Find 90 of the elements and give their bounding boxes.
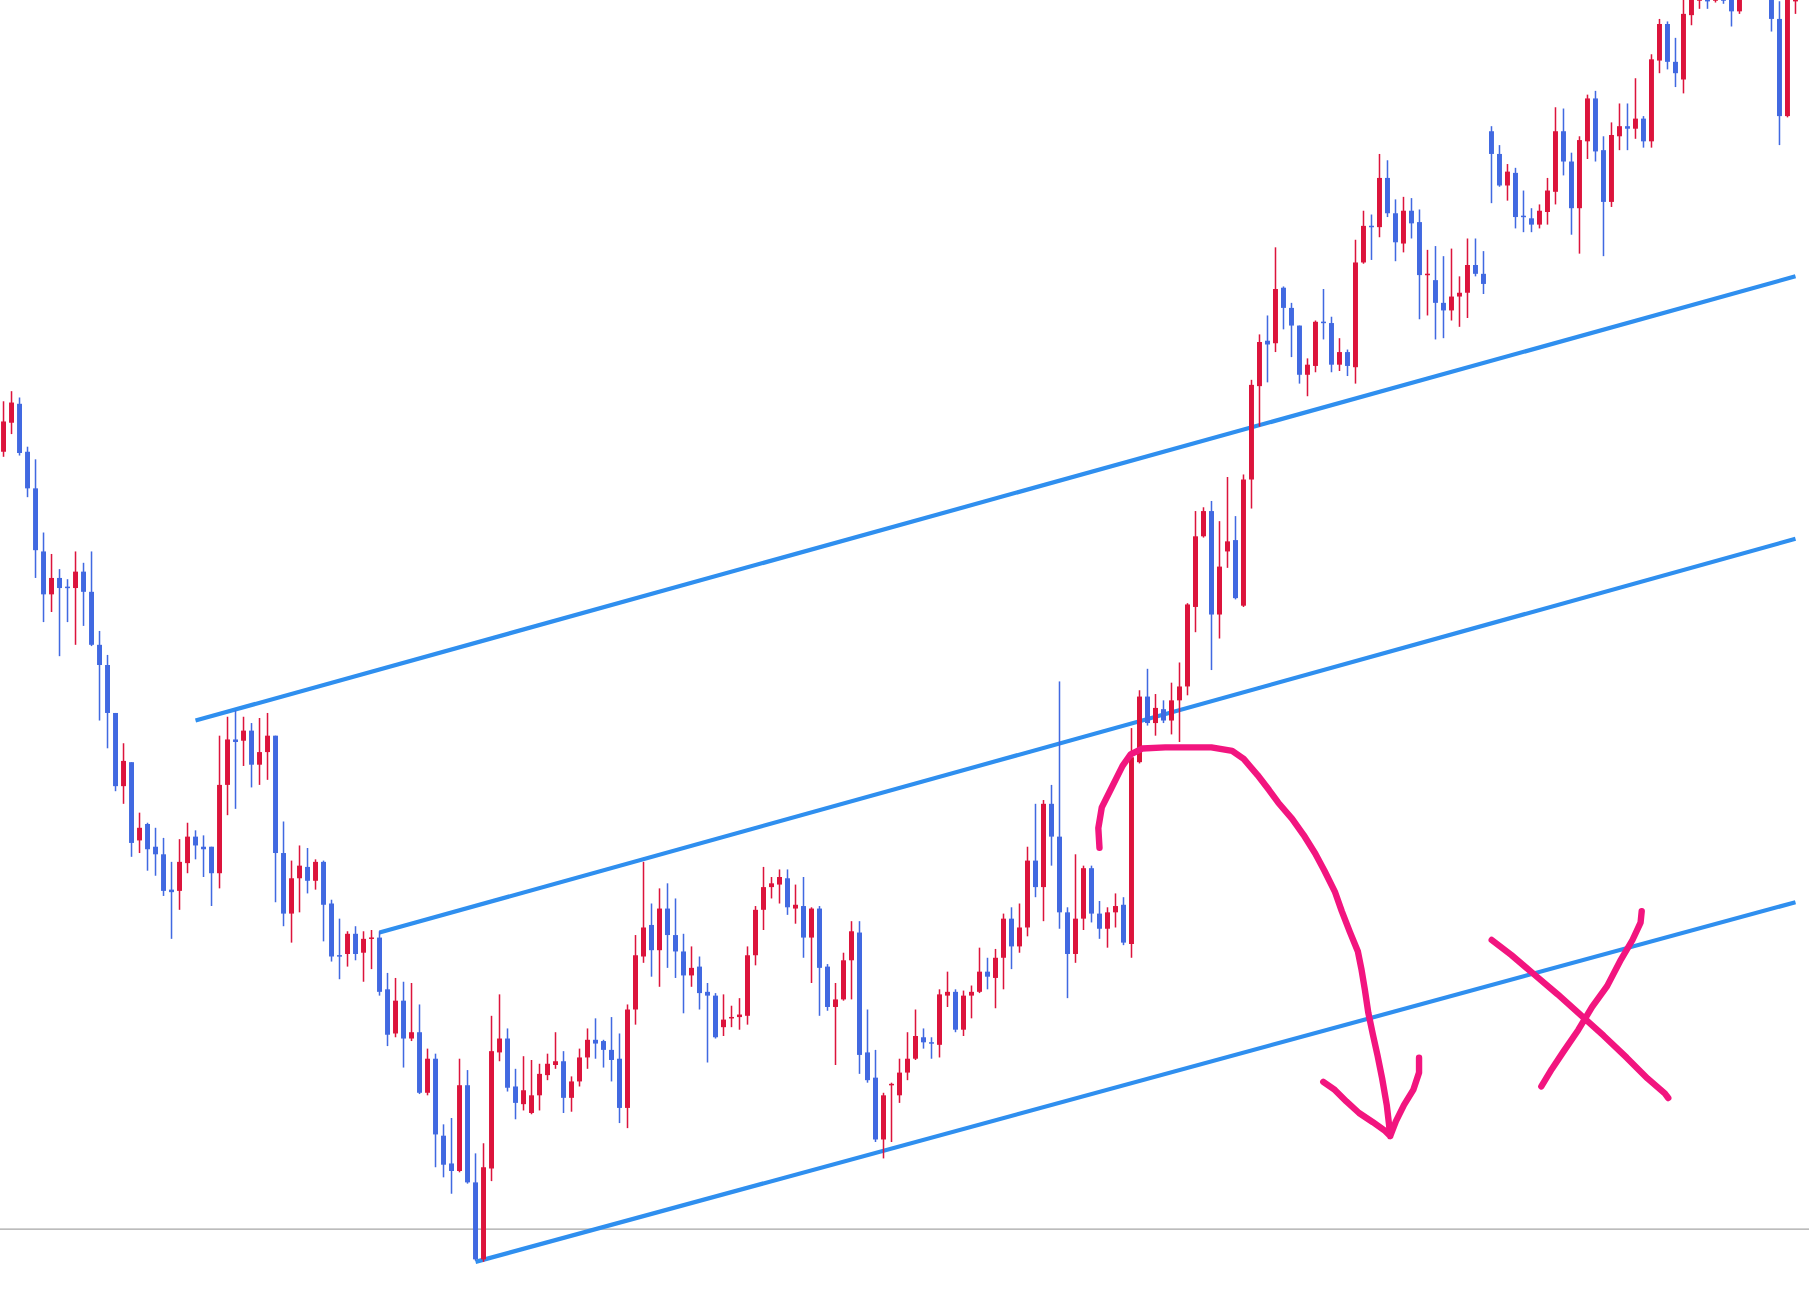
candlestick xyxy=(673,897,678,979)
candlestick xyxy=(921,1027,926,1050)
candlestick xyxy=(929,1036,934,1060)
candlestick xyxy=(369,929,374,970)
candlestick xyxy=(1673,37,1678,88)
candlestick xyxy=(521,1055,526,1112)
candlestick xyxy=(945,970,950,1008)
candlestick xyxy=(57,568,62,657)
candlestick xyxy=(1481,250,1486,295)
candlestick xyxy=(241,715,246,767)
candlestick xyxy=(97,630,102,722)
candlestick xyxy=(1169,681,1174,736)
candlestick xyxy=(257,717,262,786)
candlestick xyxy=(337,917,342,980)
candlestick xyxy=(1545,177,1550,226)
candlestick xyxy=(681,933,686,1015)
candlestick xyxy=(977,946,982,994)
candlestick xyxy=(993,948,998,1010)
candlestick xyxy=(705,982,710,1064)
candlestick xyxy=(769,876,774,900)
candlestick xyxy=(1537,203,1542,230)
candlestick xyxy=(449,1117,454,1195)
candlestick xyxy=(1489,125,1494,204)
candlestick xyxy=(1449,247,1454,322)
candlestick xyxy=(833,982,838,1066)
candlestick xyxy=(537,1063,542,1112)
candlestick xyxy=(233,709,238,810)
candlestick xyxy=(1105,906,1110,949)
candlestick xyxy=(1153,693,1158,737)
candlestick xyxy=(1337,337,1342,372)
candlestick xyxy=(1017,902,1022,954)
candlestick xyxy=(985,957,990,991)
candlestick xyxy=(193,829,198,861)
candlestick xyxy=(1177,661,1182,743)
candlestick xyxy=(305,847,310,895)
candlestick xyxy=(1161,699,1166,724)
candlestick xyxy=(897,1057,902,1104)
candlestick xyxy=(577,1047,582,1088)
candlestick xyxy=(569,1075,574,1113)
candlestick xyxy=(1345,348,1350,377)
candlestick xyxy=(345,930,350,968)
candlestick xyxy=(1097,900,1102,940)
candlestick xyxy=(1625,102,1630,151)
candlestick xyxy=(1305,357,1310,397)
candlestick xyxy=(497,993,502,1063)
candlestick xyxy=(1729,0,1734,28)
candlestick xyxy=(761,866,766,931)
candlestick xyxy=(545,1052,550,1081)
candlestick xyxy=(913,1008,918,1061)
candlestick xyxy=(1433,245,1438,341)
candlestick xyxy=(1409,197,1414,240)
candlestick xyxy=(609,1016,614,1083)
candlestick xyxy=(585,1027,590,1070)
candlestick xyxy=(1529,207,1534,233)
candlestick xyxy=(313,858,318,891)
candlestick xyxy=(73,550,78,646)
candlestick xyxy=(1505,163,1510,202)
candlestick xyxy=(1769,0,1774,33)
candlestick xyxy=(353,925,358,962)
candlestick xyxy=(9,390,14,435)
candlestick xyxy=(513,1068,518,1121)
candlestick xyxy=(1689,0,1694,27)
candlestick xyxy=(1473,237,1478,278)
candlestick xyxy=(297,844,302,914)
candlestick xyxy=(1441,255,1446,339)
candlestick xyxy=(1113,892,1118,929)
candlestick xyxy=(969,984,974,1020)
candlestick xyxy=(689,945,694,988)
candlestick xyxy=(777,868,782,905)
candlestick xyxy=(49,553,54,613)
candlestick xyxy=(601,1039,606,1069)
candlestick xyxy=(793,883,798,925)
candlestick xyxy=(153,827,158,877)
candlestick xyxy=(1225,476,1230,569)
candlestick xyxy=(1457,275,1462,328)
candlestick xyxy=(1641,115,1646,149)
candlestick xyxy=(553,1031,558,1070)
candlestick xyxy=(361,930,366,983)
candlestick xyxy=(1289,302,1294,358)
candlestick xyxy=(905,1031,910,1081)
candlestick xyxy=(529,1059,534,1116)
candlestick xyxy=(265,712,270,781)
candlestick xyxy=(1633,77,1638,140)
candlestick xyxy=(409,982,414,1042)
candlestick xyxy=(1281,285,1286,331)
candlestick xyxy=(721,993,726,1037)
candlestick xyxy=(81,562,86,627)
candlestick xyxy=(137,811,142,854)
candlestick xyxy=(593,1017,598,1060)
candlestick xyxy=(1617,102,1622,151)
